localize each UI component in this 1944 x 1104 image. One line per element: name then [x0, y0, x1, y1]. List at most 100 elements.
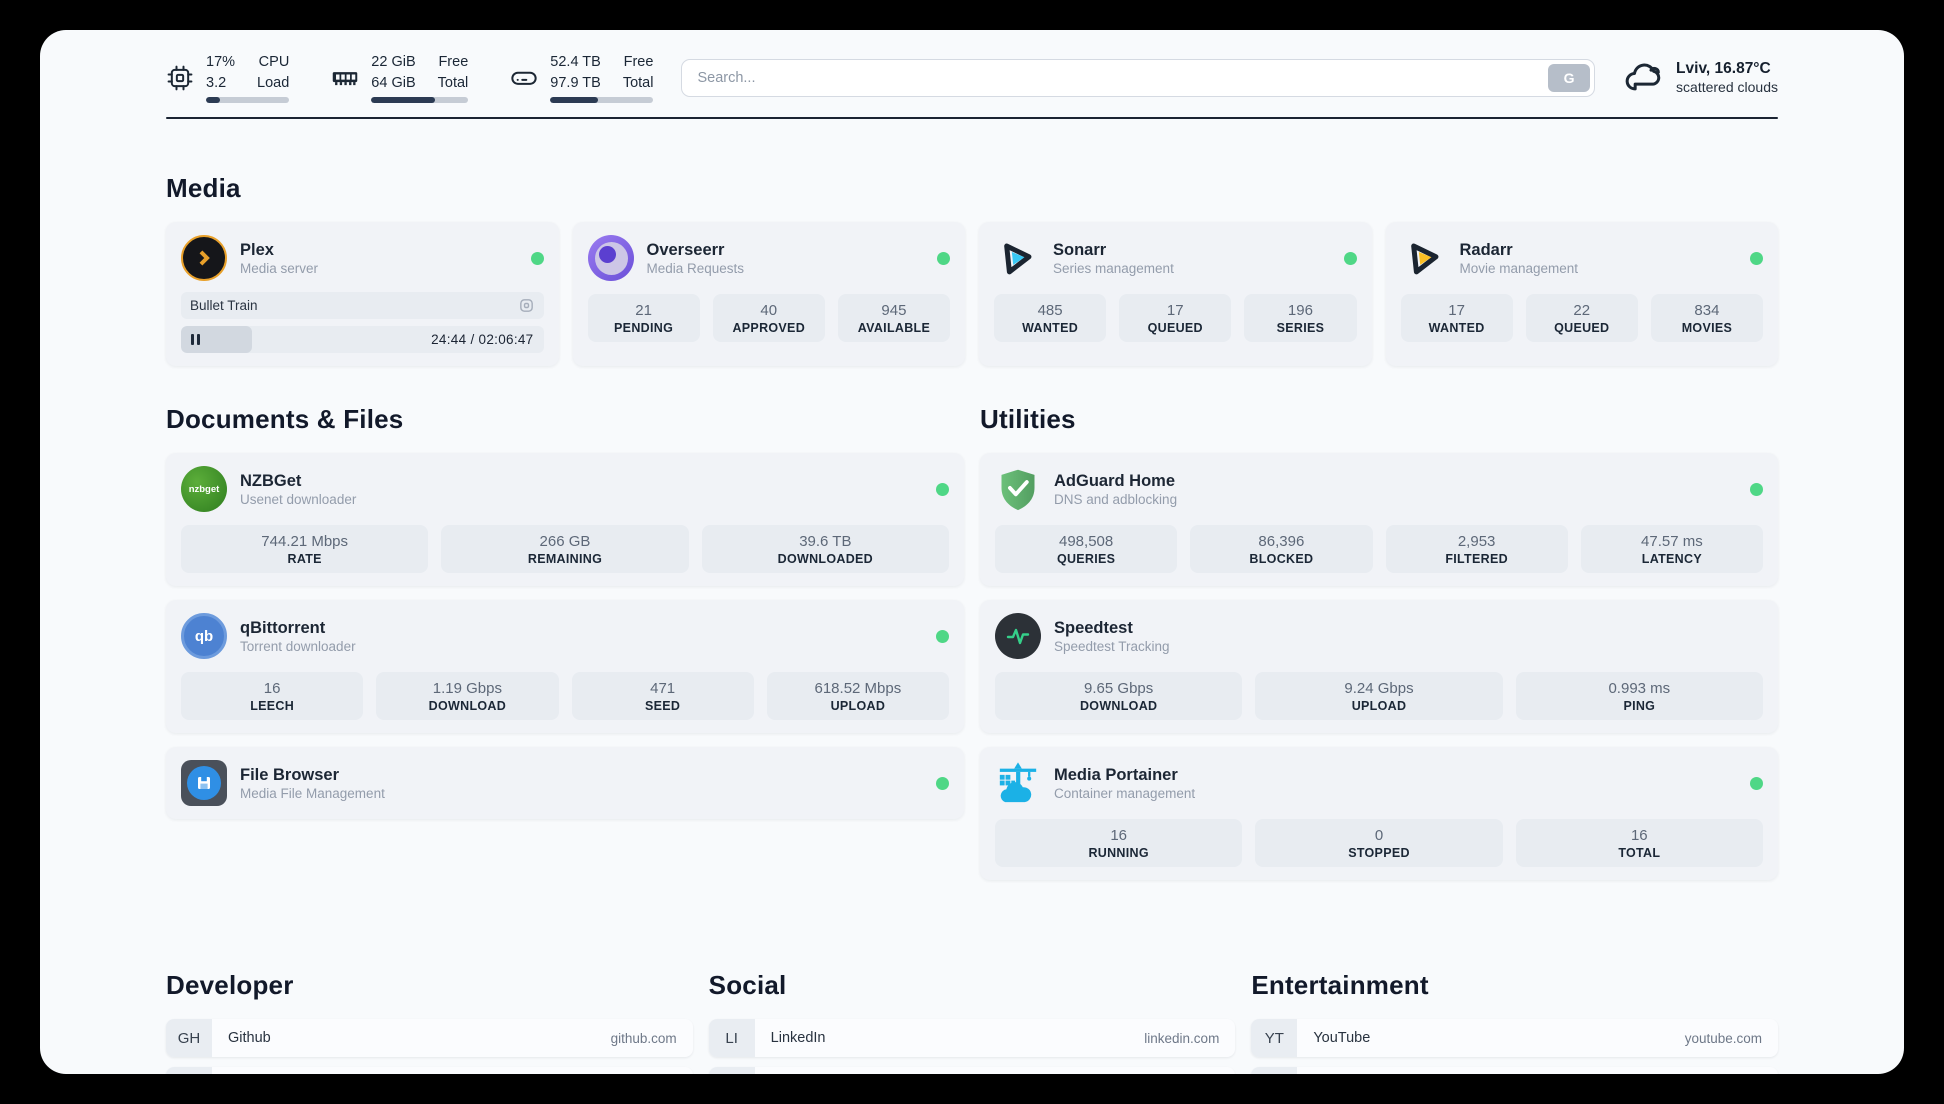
bookmark-twitter[interactable]: TW Twitter twitter.com [708, 1067, 1236, 1074]
cpu-stat: 17% 3.2 CPU Load [166, 52, 290, 104]
section-social: Social LI LinkedIn linkedin.com TW Twitt… [708, 970, 1236, 1074]
section-documents: Documents & Files nzbget NZBGet Usenet d… [166, 404, 964, 833]
section-media: Media Plex Media server Bullet Train [166, 173, 1778, 367]
cpu-progress-fill [206, 97, 221, 104]
memory-stat: 22 GiB 64 GiB Free Total [331, 52, 469, 104]
memory-total-value: 64 GiB [371, 74, 416, 91]
stat-tile: 17 QUEUED [1119, 294, 1232, 343]
app-desc: Speedtest Tracking [1054, 639, 1170, 655]
app-card-adguard[interactable]: AdGuard Home DNS and adblocking 498,508 … [980, 453, 1778, 587]
app-name: Overseerr [646, 240, 725, 259]
stat-tile: 744.21 Mbps RATE [181, 525, 429, 574]
playback-time: 24:44 / 02:06:47 [431, 332, 534, 348]
stat-tile: 86,396 BLOCKED [1190, 525, 1373, 574]
memory-label-2: Total [437, 74, 469, 91]
status-dot [936, 482, 949, 496]
bookmark-name: LinkedIn [770, 1030, 826, 1047]
documents-section-title: Documents & Files [166, 404, 404, 435]
status-dot [937, 251, 950, 265]
app-desc: Series management [1053, 261, 1174, 277]
bookmark-name: Github [228, 1030, 271, 1047]
bookmark-abbr: LI [708, 1019, 755, 1058]
disk-label-2: Total [622, 74, 654, 91]
status-dot [1343, 251, 1357, 265]
section-entertainment: Entertainment YT YouTube youtube.com NF … [1251, 970, 1778, 1074]
stat-tile: 9.24 Gbps UPLOAD [1255, 672, 1503, 721]
section-developer: Developer GH Github github.com SO StackO… [166, 970, 693, 1074]
now-playing-title: Bullet Train [190, 298, 258, 314]
stat-tile: 9.65 Gbps DOWNLOAD [995, 672, 1243, 721]
status-dot [1750, 482, 1763, 496]
plex-icon [181, 235, 227, 282]
sonarr-icon [994, 235, 1040, 281]
search-engine-button[interactable]: G [1548, 63, 1591, 92]
entertainment-section-title: Entertainment [1251, 970, 1429, 1001]
status-dot [1750, 776, 1763, 790]
app-card-plex[interactable]: Plex Media server Bullet Train 24:44 / 0… [166, 222, 559, 367]
stat-tile: 945 AVAILABLE [837, 294, 951, 343]
cpu-progress-track [206, 97, 290, 104]
app-card-overseerr[interactable]: Overseerr Media Requests 21 PENDING 40 A… [572, 222, 965, 367]
developer-section-title: Developer [166, 970, 294, 1001]
memory-progress-fill [371, 97, 436, 104]
app-name: qBittorrent [240, 618, 326, 637]
session-icon [519, 299, 533, 313]
bookmark-github[interactable]: GH Github github.com [166, 1019, 693, 1058]
portainer-icon [995, 760, 1041, 806]
app-desc: Container management [1054, 786, 1196, 802]
bookmark-linkedin[interactable]: LI LinkedIn linkedin.com [708, 1019, 1236, 1058]
cpu-icon [167, 65, 193, 91]
app-card-nzbget[interactable]: nzbget NZBGet Usenet downloader 744.21 M… [166, 453, 964, 587]
now-playing-row: Bullet Train [181, 292, 544, 320]
adguard-icon [995, 466, 1041, 512]
app-card-portainer[interactable]: Media Portainer Container management 16 … [980, 747, 1778, 881]
stat-tile: 17 WANTED [1400, 294, 1513, 343]
social-section-title: Social [708, 970, 787, 1001]
app-card-filebrowser[interactable]: File Browser Media File Management [166, 747, 964, 820]
stat-tile: 16 LEECH [181, 672, 364, 721]
disk-progress-track [550, 97, 654, 104]
radarr-icon [1401, 235, 1447, 281]
app-card-sonarr[interactable]: Sonarr Series management 485 WANTED 17 Q… [979, 222, 1372, 367]
bookmark-url: linkedin.com [1144, 1030, 1220, 1046]
search-input[interactable] [681, 58, 1596, 97]
bookmark-netflix[interactable]: NF Netflix netflix.com [1251, 1067, 1778, 1074]
weather-condition: scattered clouds [1676, 79, 1778, 96]
disk-free-value: 52.4 TB [550, 54, 601, 70]
bookmark-url: youtube.com [1684, 1030, 1762, 1046]
status-dot [936, 629, 949, 643]
qbittorrent-icon: qb [181, 613, 227, 660]
app-card-speedtest[interactable]: Speedtest Speedtest Tracking 9.65 Gbps D… [980, 600, 1778, 734]
stat-tile: 0 STOPPED [1255, 819, 1503, 868]
bookmark-youtube[interactable]: YT YouTube youtube.com [1251, 1019, 1778, 1058]
search-bar: G [681, 58, 1596, 97]
app-desc: DNS and adblocking [1054, 492, 1178, 508]
stat-tile: 22 QUEUED [1525, 294, 1638, 343]
stat-tile: 266 GB REMAINING [441, 525, 689, 574]
stat-tile: 196 SERIES [1244, 294, 1357, 343]
media-section-title: Media [166, 173, 241, 204]
header-divider [166, 117, 1778, 120]
system-stats: 17% 3.2 CPU Load [166, 52, 654, 104]
stat-tile: 471 SEED [571, 672, 754, 721]
player-progress-row: 24:44 / 02:06:47 [181, 326, 544, 354]
app-desc: Media Requests [646, 261, 745, 277]
app-card-radarr[interactable]: Radarr Movie management 17 WANTED 22 QUE… [1385, 222, 1778, 367]
disk-progress-fill [550, 97, 598, 104]
app-desc: Media server [240, 261, 319, 277]
stat-tile: 0.993 ms PING [1515, 672, 1763, 721]
topbar: 17% 3.2 CPU Load [166, 40, 1778, 104]
app-card-qbittorrent[interactable]: qb qBittorrent Torrent downloader 16 LEE… [166, 600, 964, 734]
status-dot [1750, 251, 1763, 265]
cpu-usage-value: 17% [206, 54, 236, 70]
bookmark-abbr: NF [1251, 1067, 1298, 1074]
app-name: Sonarr [1053, 240, 1107, 259]
stat-tile: 618.52 Mbps UPLOAD [766, 672, 949, 721]
stat-tile: 21 PENDING [587, 294, 700, 343]
bookmark-name: YouTube [1313, 1030, 1371, 1047]
pause-button[interactable] [191, 334, 200, 346]
stat-tile: 47.57 ms LATENCY [1580, 525, 1763, 574]
bookmark-stackoverflow[interactable]: SO StackOverflow stackoverflow.com [166, 1067, 693, 1074]
nzbget-icon: nzbget [181, 466, 227, 513]
disk-total-value: 97.9 TB [550, 74, 601, 91]
